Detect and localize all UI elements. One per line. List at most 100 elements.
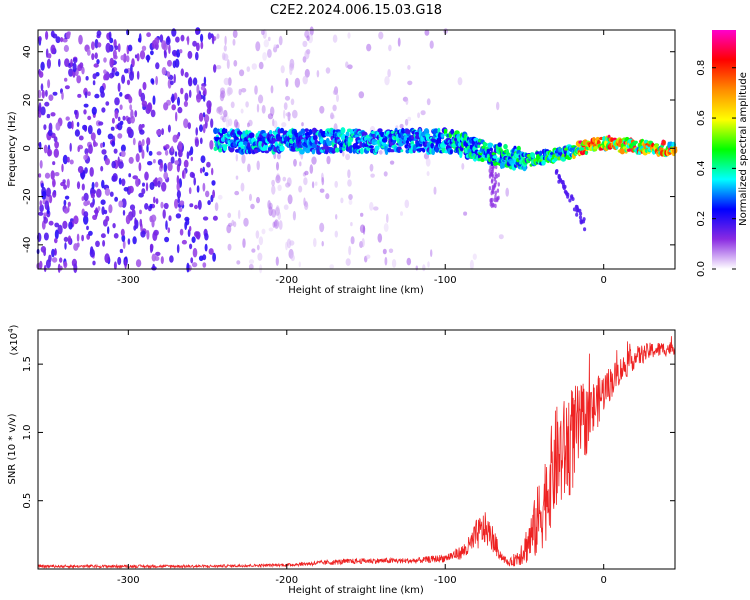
spectrogram-noise-blob [135, 153, 140, 163]
spectrogram-noise-blob [63, 44, 69, 53]
spectrogram-noise-blob [258, 94, 264, 104]
spectrogram-noise-blob [243, 217, 249, 227]
spectrogram-noise-blob [215, 65, 222, 70]
spectrogram-noise-blob [184, 221, 188, 231]
spectrogram-noise-blob [160, 256, 164, 265]
spectrogram-noise-blob [119, 104, 123, 110]
spectrogram-noise-blob [101, 149, 107, 155]
spectrogram-noise-blob [202, 123, 206, 134]
spectrogram-ridge-blob [503, 143, 508, 150]
spectrogram-ytick-label: 40 [22, 45, 33, 58]
spectrogram-noise-blob [256, 244, 260, 251]
spectrogram-noise-blob [361, 238, 365, 248]
spectrogram-noise-blob [180, 87, 184, 95]
spectrogram-ridge-blob [459, 151, 463, 159]
spectrogram-noise-blob [267, 48, 272, 58]
spectrogram-ridge-blob [304, 128, 310, 133]
spectrogram-noise-blob [261, 228, 266, 235]
spectrogram-noise-blob [200, 33, 204, 43]
spectrogram-noise-blob [384, 256, 388, 266]
spectrogram-noise-blob [155, 198, 159, 205]
spectrogram-noise-blob [111, 140, 116, 147]
spectrogram-noise-blob [149, 203, 153, 209]
spectrogram-noise-blob [194, 138, 199, 148]
spectrogram-noise-blob [302, 40, 308, 48]
spectrogram-noise-blob [192, 40, 198, 47]
spectrogram-noise-blob [108, 31, 112, 39]
spectrogram-ridge-blob [497, 142, 503, 147]
spectrogram-noise-blob [275, 175, 281, 184]
spectrogram-noise-blob [139, 209, 142, 215]
spectrogram-noise-blob [181, 239, 187, 245]
spectrogram-noise-blob [114, 45, 119, 50]
spectrogram-noise-blob [48, 194, 53, 204]
spectrogram-ridge-blob [483, 142, 488, 147]
spectrogram-noise-blob [168, 44, 171, 54]
spectrogram-noise-blob [347, 179, 352, 187]
spectrogram-noise-blob [198, 112, 204, 122]
spectrogram-ridge-blob [405, 139, 410, 145]
spectrogram-ridge-blob [618, 138, 623, 144]
spectrogram-noise-blob [147, 102, 153, 113]
spectrogram-noise-blob [52, 91, 58, 96]
spectrogram-noise-blob [90, 189, 97, 195]
spectrogram-noise-blob [83, 103, 89, 108]
spectrogram-noise-blob [94, 52, 98, 59]
spectrogram-noise-blob [54, 249, 57, 256]
spectrogram-noise-blob [140, 92, 146, 103]
spectrogram-noise-blob [404, 199, 410, 209]
spectrogram-noise-blob [77, 93, 82, 98]
spectrogram-noise-blob [306, 35, 310, 41]
spectrogram-noise-blob [100, 165, 104, 172]
spectrogram-noise-blob [169, 80, 174, 86]
spectrogram-noise-blob [163, 162, 168, 173]
spectrogram-noise-blob [204, 243, 208, 252]
spectrogram-ridge-blob [662, 140, 666, 145]
colorbar-tick-label: 0.4 [696, 160, 707, 176]
spectrogram-noise-blob [45, 259, 51, 269]
spectrogram-noise-blob [378, 150, 383, 155]
spectrogram-noise-blob [183, 100, 188, 107]
spectrogram-noise-blob [271, 209, 277, 218]
spectrogram-ytick-label: -20 [22, 188, 33, 204]
spectrogram-ridge-blob [222, 144, 228, 148]
spectrogram-noise-blob [415, 265, 418, 271]
spectrogram-noise-blob [44, 172, 51, 179]
spectrogram-noise-blob [96, 30, 102, 37]
spectrogram-noise-blob [258, 236, 264, 246]
spectrogram-noise-blob [461, 163, 465, 170]
spectrogram-noise-blob [175, 111, 178, 122]
spectrogram-noise-blob [417, 112, 421, 119]
spectrogram-noise-blob [135, 177, 140, 187]
spectrogram-noise-blob [117, 82, 121, 93]
spectrogram-noise-blob [149, 182, 155, 190]
spectrogram-noise-blob [144, 203, 149, 210]
spectrogram-noise-blob [79, 62, 84, 69]
spectrogram-ridge-blob [441, 133, 445, 138]
spectrogram-noise-blob [51, 257, 58, 263]
spectrogram-noise-blob [98, 121, 104, 126]
snr-marks [37, 336, 676, 569]
spectrogram-noise-blob [61, 163, 64, 173]
spectrogram-ridge-blob [299, 149, 305, 155]
spectrogram-ridge-blob [406, 129, 411, 134]
spectrogram-ridge-blob [530, 152, 536, 159]
snr-yscale-base: (x10 [9, 333, 20, 356]
spectrogram-xtick-label: -200 [275, 275, 298, 286]
spectrogram-noise-blob [112, 49, 117, 59]
spectrogram-ridge-blob [516, 145, 521, 152]
spectrogram-ridge-blob [610, 137, 614, 142]
spectrogram-noise-blob [100, 199, 106, 205]
spectrogram-noise-blob [114, 71, 120, 77]
spectrogram-noise-blob [38, 71, 44, 78]
spectrogram-noise-blob [76, 75, 82, 84]
spectrogram-noise-blob [195, 231, 201, 240]
spectrogram-noise-blob [44, 101, 50, 107]
spectrogram-noise-blob [109, 191, 114, 197]
spectrogram-noise-blob [240, 108, 244, 114]
spectrogram-noise-blob [268, 36, 271, 42]
spectrogram-noise-blob [202, 182, 206, 192]
spectrogram-noise-blob [178, 207, 183, 212]
spectrogram-noise-blob [223, 77, 230, 86]
spectrogram-noise-blob [63, 199, 67, 206]
